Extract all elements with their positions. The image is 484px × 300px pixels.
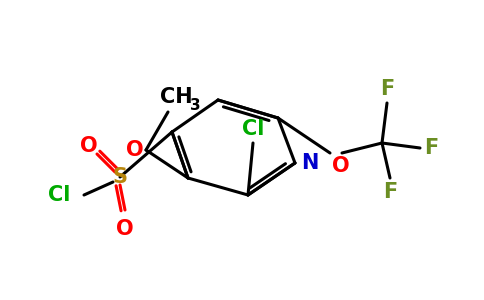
Text: F: F <box>424 138 438 158</box>
Text: S: S <box>112 167 127 187</box>
Text: O: O <box>80 136 98 156</box>
Text: Cl: Cl <box>47 185 70 205</box>
Text: F: F <box>380 79 394 99</box>
Text: Cl: Cl <box>242 119 264 139</box>
Text: O: O <box>126 140 144 160</box>
Text: N: N <box>301 153 318 173</box>
Text: O: O <box>332 156 349 176</box>
Text: 3: 3 <box>190 98 201 113</box>
Text: O: O <box>116 219 134 239</box>
Text: F: F <box>383 182 397 202</box>
Text: CH: CH <box>160 87 193 107</box>
